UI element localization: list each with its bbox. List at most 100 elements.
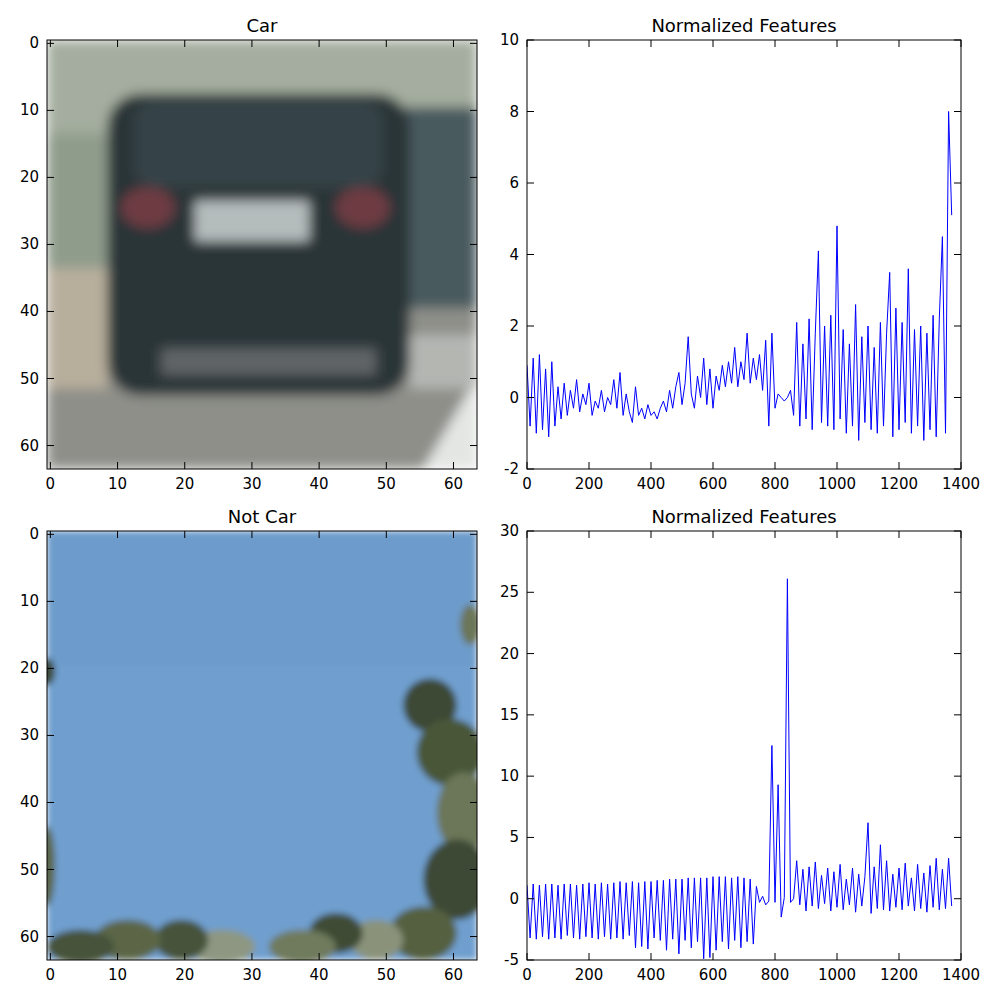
x-tick-top — [837, 40, 838, 47]
y-tick — [527, 960, 534, 961]
x-tick — [50, 462, 51, 469]
img-car-body — [107, 94, 409, 396]
x-tick-label: 200 — [575, 966, 604, 984]
y-tick-right — [470, 244, 477, 245]
x-tick-top — [527, 40, 528, 47]
x-tick-top — [899, 531, 900, 538]
frame — [47, 531, 477, 960]
img-foliage — [460, 605, 477, 645]
y-tick-label: 30 — [500, 522, 519, 540]
y-tick-right — [470, 43, 477, 44]
y-tick — [47, 177, 54, 178]
img-lane-line — [423, 389, 477, 469]
x-tick-top — [713, 40, 714, 47]
title: Not Car — [228, 506, 297, 527]
x-tick-label: 1200 — [880, 966, 918, 984]
y-tick-label: 8 — [509, 103, 519, 121]
x-tick-top — [251, 531, 252, 538]
frame — [527, 531, 961, 960]
plot-area — [527, 579, 952, 959]
x-tick-top — [775, 531, 776, 538]
y-tick-right — [954, 397, 961, 398]
y-tick — [47, 802, 54, 803]
x-tick — [184, 953, 185, 960]
x-tick-top — [117, 40, 118, 47]
x-tick — [117, 953, 118, 960]
x-tick — [899, 462, 900, 469]
x-tick-top — [899, 40, 900, 47]
y-tick-label: 30 — [20, 726, 39, 744]
x-tick-top — [961, 531, 962, 538]
x-tick — [713, 953, 714, 960]
y-tick-label: 10 — [20, 101, 39, 119]
x-tick-label: 50 — [377, 966, 396, 984]
x-tick-top — [117, 531, 118, 538]
img-side — [47, 268, 107, 389]
y-tick-right — [954, 960, 961, 961]
img-taillight — [121, 187, 175, 227]
y-tick-right — [954, 776, 961, 777]
y-tick-label: 15 — [500, 706, 519, 724]
x-tick-label: 40 — [310, 966, 329, 984]
y-tick-label: 30 — [20, 235, 39, 253]
x-tick-top — [453, 531, 454, 538]
y-tick-right — [954, 837, 961, 838]
y-tick — [527, 469, 534, 470]
y-tick — [527, 714, 534, 715]
y-tick — [47, 601, 54, 602]
frame — [47, 40, 477, 469]
y-tick-label: 20 — [20, 168, 39, 186]
x-tick — [319, 462, 320, 469]
line — [527, 579, 952, 959]
x-tick-top — [961, 40, 962, 47]
line — [527, 112, 952, 441]
y-tick — [47, 244, 54, 245]
y-tick — [527, 183, 534, 184]
y-tick-right — [954, 183, 961, 184]
x-tick — [251, 462, 252, 469]
y-tick-label: 60 — [20, 928, 39, 946]
img-foliage — [47, 930, 114, 960]
y-tick-label: 4 — [509, 246, 519, 264]
x-tick-label: 800 — [761, 475, 790, 493]
y-tick-right — [470, 534, 477, 535]
y-tick-label: 50 — [20, 370, 39, 388]
plot-area — [527, 112, 952, 441]
y-tick — [47, 668, 54, 669]
y-tick-right — [954, 326, 961, 327]
image — [47, 531, 477, 960]
y-tick-label: 5 — [509, 828, 519, 846]
plot-area — [47, 531, 477, 960]
y-tick — [527, 531, 534, 532]
y-tick-right — [470, 378, 477, 379]
y-tick-right — [470, 311, 477, 312]
y-tick-label: 40 — [20, 302, 39, 320]
x-tick — [319, 953, 320, 960]
img-foliage — [155, 920, 209, 960]
title: Car — [247, 15, 279, 36]
y-tick — [527, 898, 534, 899]
y-tick-right — [470, 668, 477, 669]
y-tick-label: 20 — [500, 645, 519, 663]
x-tick-top — [837, 531, 838, 538]
img-bg — [47, 40, 477, 469]
img-foliage — [269, 930, 336, 960]
y-tick-label: 50 — [20, 861, 39, 879]
img-plate — [195, 201, 309, 241]
y-tick — [527, 653, 534, 654]
x-tick — [837, 953, 838, 960]
y-tick-right — [470, 445, 477, 446]
title: Normalized Features — [651, 506, 836, 527]
y-tick-label: 10 — [20, 592, 39, 610]
y-tick-right — [954, 254, 961, 255]
y-tick — [47, 43, 54, 44]
x-tick-label: 400 — [637, 966, 666, 984]
x-tick-label: 20 — [175, 475, 194, 493]
x-tick-label: 0 — [46, 966, 56, 984]
x-tick — [117, 462, 118, 469]
y-tick-right — [470, 936, 477, 937]
y-tick — [47, 378, 54, 379]
y-tick-label: 0 — [509, 890, 519, 908]
x-tick — [184, 462, 185, 469]
y-tick-label: 60 — [20, 437, 39, 455]
